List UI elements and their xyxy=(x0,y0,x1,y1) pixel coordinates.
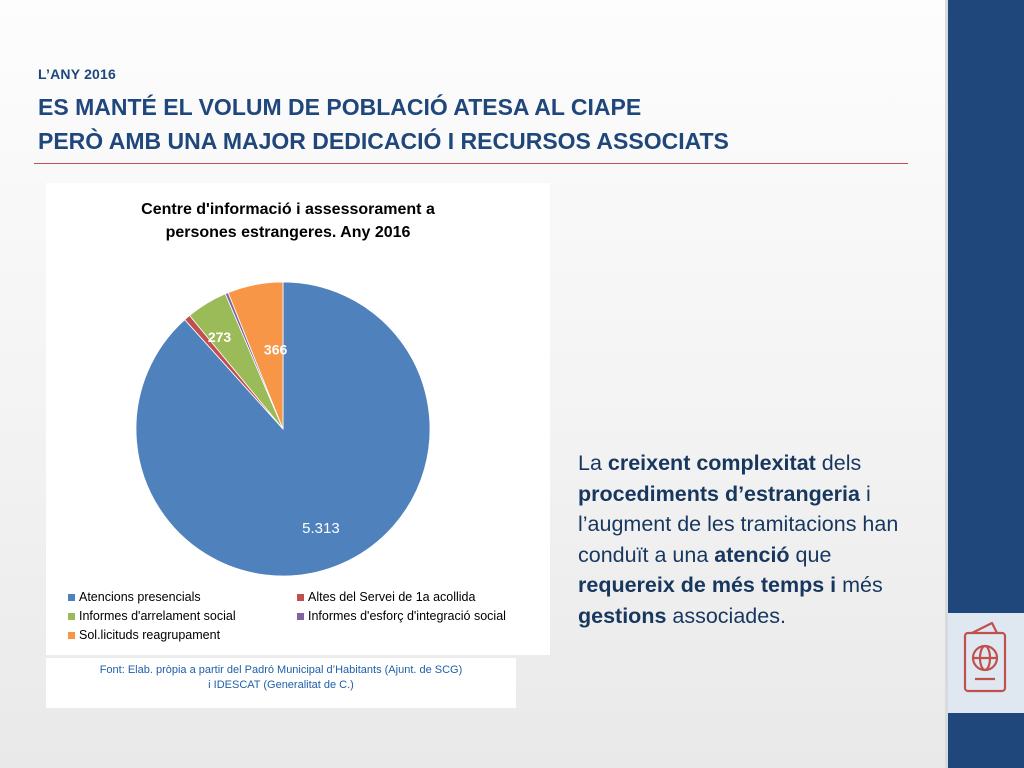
body-emphasis: atenció xyxy=(714,542,790,567)
chart-title-line-2: persones estrangeres. Any 2016 xyxy=(166,224,411,241)
source-line-1: Font: Elab. pròpia a partir del Padró Mu… xyxy=(99,664,463,676)
body-text: que xyxy=(789,542,832,567)
body-emphasis: creixent complexitat xyxy=(607,451,816,475)
title-line-1: ES MANTÉ EL VOLUM DE POBLACIÓ ATESA AL C… xyxy=(38,94,642,120)
legend-swatch xyxy=(297,613,304,620)
body-text: La xyxy=(578,451,608,475)
body-paragraph: La creixent complexitat dels procediment… xyxy=(578,448,918,631)
legend-label: Sol.licituds reagrupament xyxy=(79,628,221,642)
body-emphasis: requereix de més temps i xyxy=(578,573,837,597)
side-badge xyxy=(948,613,1024,713)
legend-label: Informes d'esforç d'integració social xyxy=(308,609,506,623)
legend-swatch xyxy=(297,594,304,601)
source-note: Font: Elab. pròpia a partir del Padró Mu… xyxy=(46,658,516,708)
pie-chart: Centre d'informació i assessorament a per… xyxy=(46,183,550,655)
body-text: més xyxy=(836,573,883,597)
title-line-2: PERÒ AMB UNA MAJOR DEDICACIÓ I RECURSOS … xyxy=(38,128,729,154)
pie-slice xyxy=(227,281,284,430)
body-emphasis: gestions xyxy=(578,603,667,628)
body-text: associades. xyxy=(666,603,786,628)
slide-title: ES MANTÉ EL VOLUM DE POBLACIÓ ATESA AL C… xyxy=(38,90,918,158)
pie-chart-svg: Centre d'informació i assessorament a per… xyxy=(68,201,506,642)
legend-label: Atencions presencials xyxy=(79,590,201,604)
pie-data-label: 5.313 xyxy=(302,520,340,537)
legend-swatch xyxy=(68,594,75,601)
body-emphasis: procediments d’estrangeria xyxy=(578,481,860,506)
pie-data-label: 20 xyxy=(218,266,234,282)
source-line-2: i IDESCAT (Generalitat de C.) xyxy=(208,679,354,691)
body-text: i l’augment de les tramitacions han cond… xyxy=(578,481,899,567)
legend-label: Informes d'arrelament social xyxy=(79,609,236,623)
pie-data-label: 366 xyxy=(264,342,288,358)
title-divider xyxy=(34,163,908,164)
legend-swatch xyxy=(68,632,75,639)
legend-label: Altes del Servei de 1a acollida xyxy=(308,590,476,604)
pie-data-label: 273 xyxy=(208,329,232,345)
legend-swatch xyxy=(68,613,75,620)
passport-globe-icon xyxy=(963,621,1007,693)
pie-data-label: 42 xyxy=(169,303,185,319)
side-panel-edge xyxy=(945,0,948,768)
eyebrow-year: L’ANY 2016 xyxy=(38,66,117,82)
body-text: dels xyxy=(815,451,862,475)
chart-title-line-1: Centre d'informació i assessorament a xyxy=(141,201,435,218)
